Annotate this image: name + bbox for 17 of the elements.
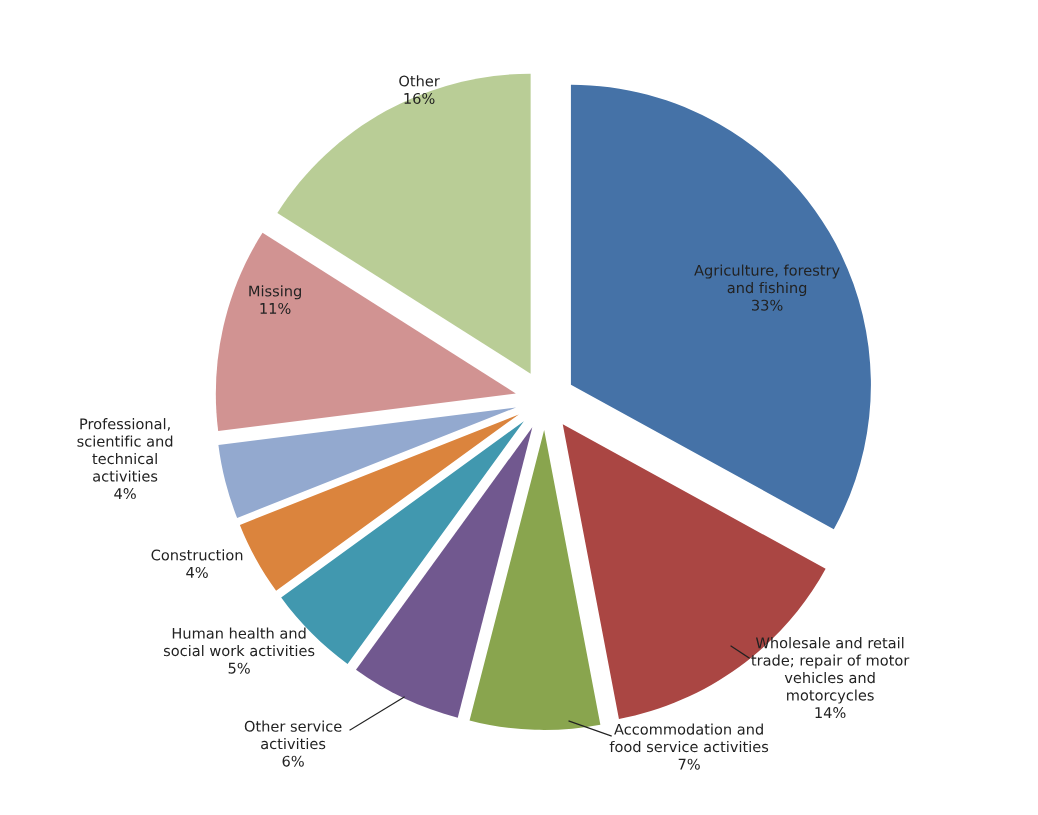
data-label: 4% bbox=[114, 488, 136, 500]
slice-label: Construction bbox=[151, 549, 243, 561]
slice-label: Professional, scientific and technical activities bbox=[77, 418, 173, 482]
slice-label: Missing bbox=[249, 285, 301, 300]
data-label: 4% bbox=[186, 566, 208, 578]
data-label: 5% bbox=[228, 662, 250, 674]
slice-label: Accommodation and food service activities bbox=[609, 723, 769, 753]
data-label: 7% bbox=[678, 758, 700, 770]
slice-label: Other bbox=[399, 75, 440, 87]
data-label: 11% bbox=[260, 302, 291, 314]
slice-label: Other service activities bbox=[244, 720, 342, 750]
data-label: 33% bbox=[752, 299, 783, 311]
data-label: 14% bbox=[815, 707, 846, 719]
data-label: 6% bbox=[282, 755, 304, 767]
slice-label: Human health and social work activities bbox=[163, 627, 315, 657]
data-label: 16% bbox=[404, 92, 435, 104]
slice-label: Agriculture, forestry and fishing bbox=[694, 264, 840, 297]
